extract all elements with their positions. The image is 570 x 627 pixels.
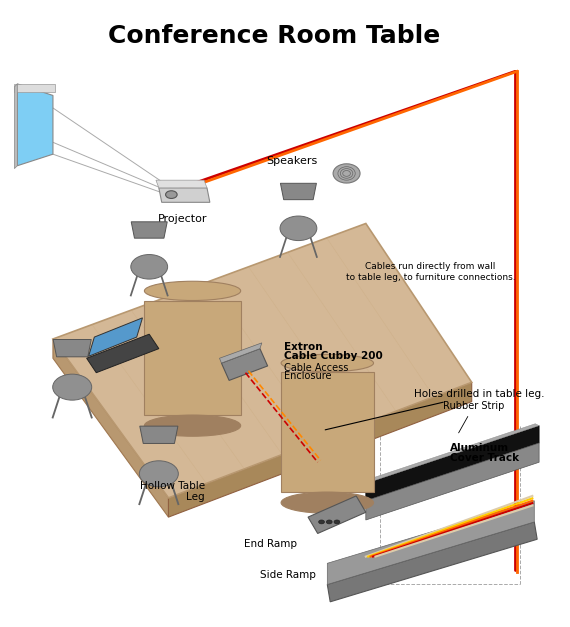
Polygon shape <box>156 180 207 188</box>
Text: Leg: Leg <box>186 492 205 502</box>
Polygon shape <box>221 349 268 381</box>
Ellipse shape <box>280 216 317 241</box>
Ellipse shape <box>334 520 340 524</box>
Ellipse shape <box>144 282 241 300</box>
Polygon shape <box>88 318 142 356</box>
Polygon shape <box>327 522 537 602</box>
Text: Rubber Strip: Rubber Strip <box>443 401 504 433</box>
Polygon shape <box>14 84 17 169</box>
Text: Enclosure: Enclosure <box>284 371 332 381</box>
Ellipse shape <box>144 415 241 436</box>
Text: Aluminum: Aluminum <box>450 443 508 453</box>
Polygon shape <box>280 183 316 199</box>
Polygon shape <box>140 426 178 443</box>
Polygon shape <box>366 426 539 501</box>
Polygon shape <box>53 339 91 357</box>
Text: to table leg, to furniture connections.: to table leg, to furniture connections. <box>345 273 515 282</box>
Text: Holes drilled in table leg.: Holes drilled in table leg. <box>325 389 544 430</box>
Text: Extron: Extron <box>284 342 323 352</box>
Polygon shape <box>53 339 169 517</box>
Text: Side Ramp: Side Ramp <box>260 570 316 580</box>
Text: Cover Track: Cover Track <box>450 453 519 463</box>
Polygon shape <box>14 84 55 92</box>
Ellipse shape <box>319 520 324 524</box>
Polygon shape <box>144 300 241 415</box>
Polygon shape <box>53 223 472 498</box>
Ellipse shape <box>165 191 177 199</box>
Polygon shape <box>219 343 262 363</box>
Ellipse shape <box>52 374 92 400</box>
Text: Cable Cubby 200: Cable Cubby 200 <box>284 351 382 361</box>
Ellipse shape <box>139 461 178 487</box>
Text: Projector: Projector <box>158 214 207 224</box>
Polygon shape <box>131 222 167 238</box>
Polygon shape <box>362 424 539 483</box>
Ellipse shape <box>281 492 373 514</box>
Polygon shape <box>366 443 539 520</box>
Ellipse shape <box>333 164 360 183</box>
Polygon shape <box>169 382 472 517</box>
Text: Conference Room Table: Conference Room Table <box>108 24 441 48</box>
Ellipse shape <box>281 354 373 372</box>
Polygon shape <box>327 501 534 584</box>
Polygon shape <box>308 496 366 534</box>
Ellipse shape <box>131 255 168 279</box>
Text: Cables run directly from wall: Cables run directly from wall <box>365 262 495 271</box>
Polygon shape <box>281 372 373 492</box>
Text: Cable Access: Cable Access <box>284 362 348 372</box>
Text: Speakers: Speakers <box>266 156 317 166</box>
Ellipse shape <box>327 520 332 524</box>
Polygon shape <box>17 84 53 166</box>
Text: Hollow Table: Hollow Table <box>140 482 205 492</box>
Polygon shape <box>159 188 210 203</box>
Polygon shape <box>87 334 159 372</box>
Text: End Ramp: End Ramp <box>243 539 296 549</box>
